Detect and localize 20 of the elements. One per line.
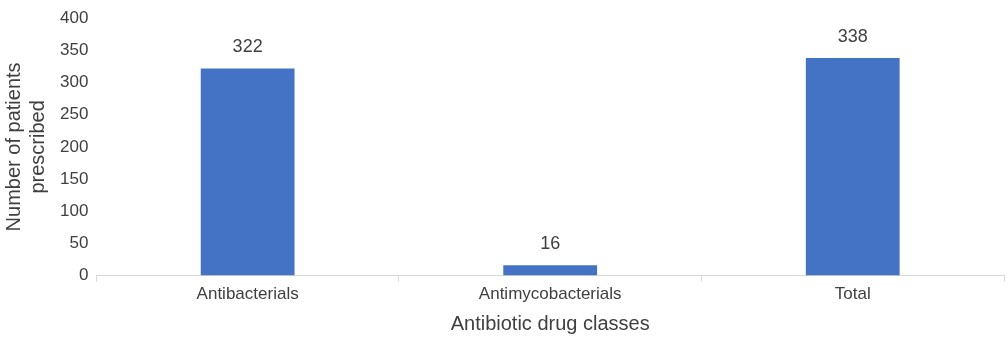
y-tick-label: 200 (59, 136, 89, 156)
bar (503, 265, 598, 276)
y-tick-label: 0 (78, 265, 89, 285)
x-axis-title: Antibiotic drug classes (450, 311, 650, 334)
bar (805, 58, 900, 276)
y-axis-title: Number of patients prescribed (1, 62, 48, 232)
y-tick-label: 400 (59, 7, 89, 27)
y-tick-label: 150 (59, 168, 89, 188)
y-tick-label: 350 (59, 40, 89, 60)
y-tick-label: 50 (69, 233, 89, 253)
y-tick-label: 250 (59, 104, 89, 124)
y-tick-label: 100 (59, 200, 89, 220)
data-label: 338 (837, 26, 868, 47)
x-tick-label: Antibacterials (196, 284, 299, 304)
x-tick-label: Total (834, 284, 871, 304)
y-tick-label: 300 (59, 72, 89, 92)
x-tick-label: Antimycobacterials (478, 284, 622, 304)
data-label: 16 (540, 233, 561, 254)
data-label: 322 (232, 36, 263, 57)
bar (200, 68, 295, 276)
